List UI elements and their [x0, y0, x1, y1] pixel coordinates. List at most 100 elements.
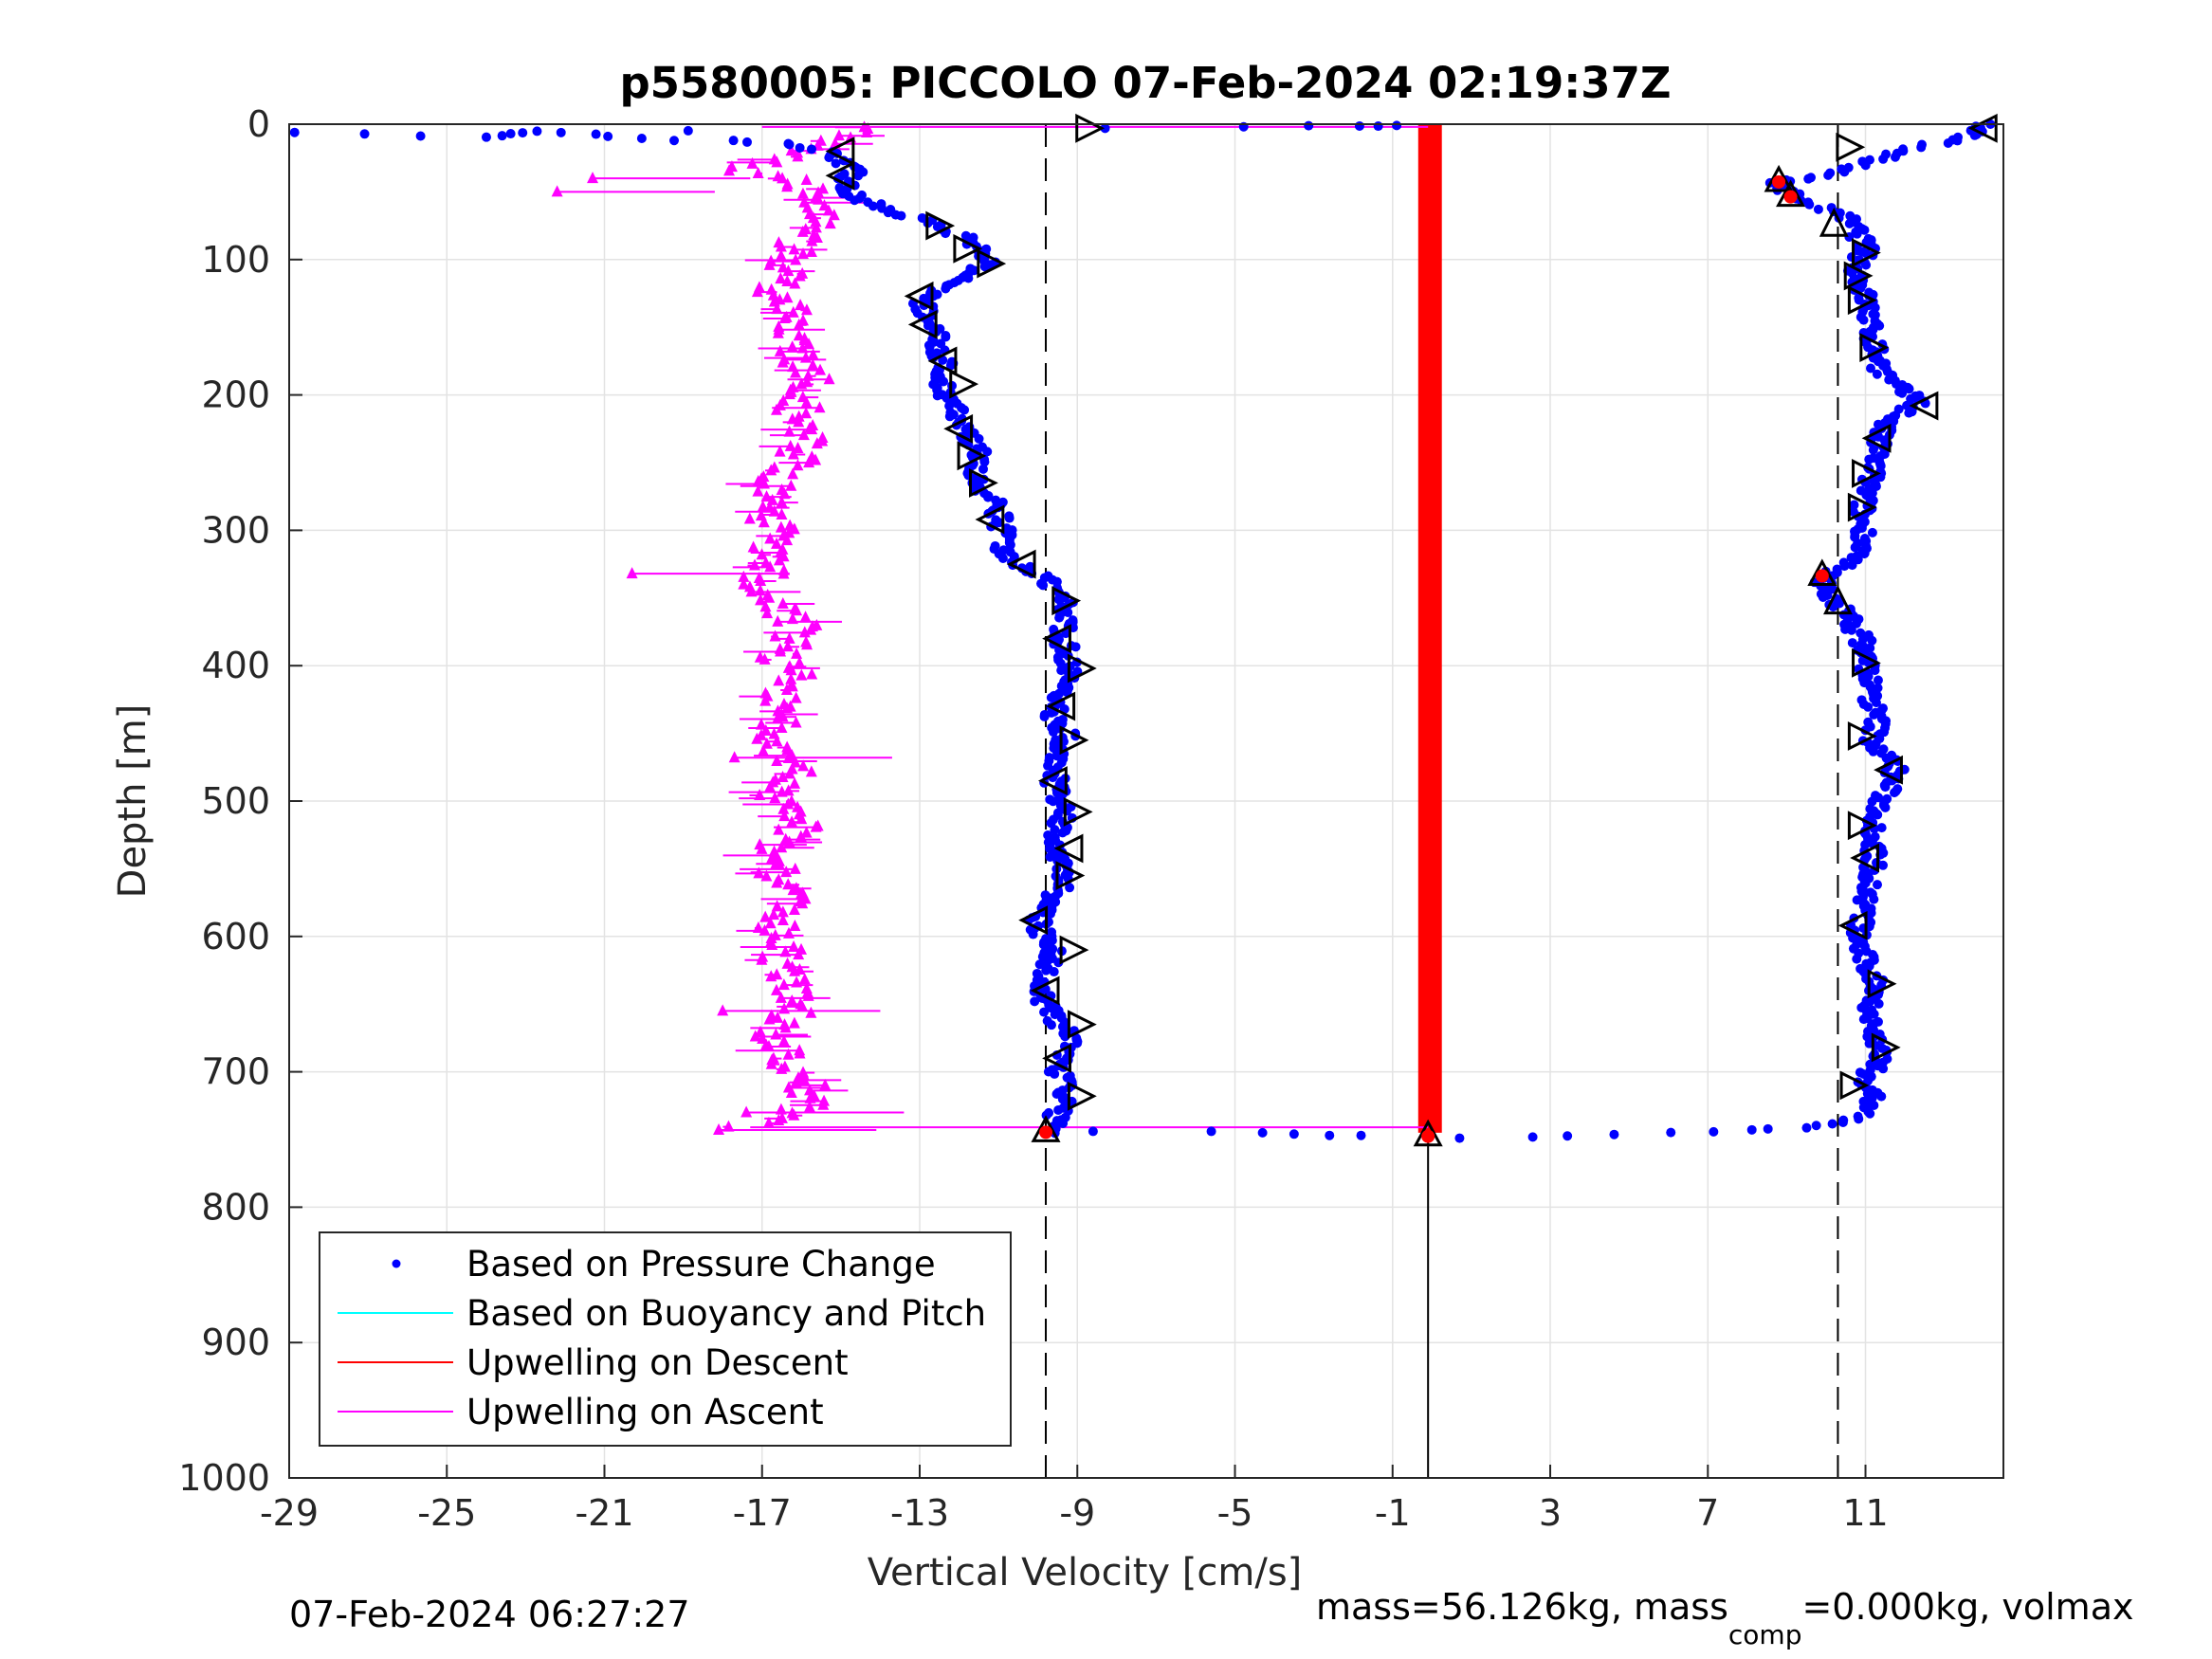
upwelling-ascent-point — [811, 618, 823, 630]
pressure-change-point — [1878, 154, 1889, 164]
upwelling-ascent-point — [777, 394, 790, 407]
upwelling-ascent-point — [755, 718, 767, 730]
upwelling-ascent-point — [738, 577, 750, 590]
left-triangle-marker — [904, 281, 934, 311]
upwelling-ascent-point — [783, 425, 795, 437]
upwelling-ascent-point — [783, 660, 795, 672]
upwelling-ascent-point — [796, 886, 809, 899]
upwelling-ascent-point — [764, 917, 777, 929]
pressure-change-outlier — [1325, 1130, 1335, 1140]
pressure-change-point — [1045, 851, 1055, 862]
upwelling-ascent-point — [786, 762, 798, 775]
pressure-change-point — [1043, 830, 1053, 840]
upwelling-ascent-point — [766, 493, 778, 505]
upwelling-ascent-point — [769, 928, 781, 940]
pressure-change-point — [1873, 880, 1883, 890]
pressure-change-point — [481, 132, 491, 142]
y-tick-label: 800 — [201, 1186, 270, 1228]
x-tick-label: 7 — [1696, 1492, 1719, 1534]
pressure-change-outlier — [1289, 1129, 1299, 1139]
y-tick-label: 300 — [201, 509, 270, 551]
left-triangle-marker — [825, 137, 855, 166]
upwelling-ascent-point — [758, 516, 770, 528]
marker-layer — [825, 113, 1998, 1147]
pressure-change-point — [1709, 1126, 1719, 1137]
left-triangle-marker — [1053, 833, 1084, 864]
upwelling-ascent-point — [788, 1016, 800, 1029]
upwelling-ascent-point — [782, 784, 795, 796]
upwelling-ascent-point — [799, 611, 812, 623]
pressure-change-point — [1868, 445, 1878, 455]
upwelling-ascent-point — [722, 1120, 735, 1132]
pressure-change-point — [978, 442, 988, 452]
upwelling-ascent-point — [788, 243, 800, 255]
pressure-change-point — [1043, 571, 1053, 581]
x-tick-label: -21 — [575, 1492, 633, 1534]
upwelling-ascent-point — [777, 542, 789, 555]
pressure-change-outlier — [1356, 1130, 1366, 1140]
y-tick-label: 500 — [201, 780, 270, 822]
x-tick-label: -29 — [260, 1492, 319, 1534]
upwelling-ascent-point — [791, 647, 803, 659]
upwelling-ascent-point — [814, 134, 827, 146]
pressure-change-point — [1052, 808, 1063, 818]
upwelling-ascent-point — [790, 253, 802, 265]
y-tick-label: 900 — [201, 1322, 270, 1363]
pressure-change-point — [1859, 225, 1870, 235]
upwelling-ascent-point — [777, 978, 790, 991]
pressure-change-point — [1878, 860, 1889, 870]
pressure-change-point — [1865, 1108, 1875, 1119]
upwelling-ascent-point — [777, 697, 790, 709]
upwelling-ascent-point — [779, 945, 792, 957]
upwelling-ascent-point — [806, 234, 818, 246]
upwelling-ascent-point — [754, 650, 766, 663]
upwelling-ascent-point — [759, 910, 772, 922]
upwelling-ascent-point — [767, 1051, 779, 1064]
pressure-change-point — [1869, 894, 1879, 904]
upwelling-ascent-point — [784, 439, 796, 451]
right-triangle-marker — [1055, 861, 1086, 890]
upwelling-ascent-point — [780, 310, 793, 322]
upwelling-ascent-point — [773, 823, 785, 835]
pressure-change-point — [997, 497, 1008, 507]
pressure-change-point — [1869, 709, 1879, 720]
upwelling-ascent-point — [768, 727, 780, 739]
pressure-change-point — [1952, 136, 1963, 146]
upwelling-ascent-point — [816, 431, 829, 444]
pressure-change-point — [1666, 1127, 1676, 1138]
right-triangle-marker — [925, 210, 956, 241]
pressure-change-point — [1943, 137, 1953, 148]
legend-swatch-dot — [392, 1259, 401, 1268]
axes — [288, 123, 2004, 1479]
upwelling-ascent-point — [768, 461, 780, 473]
chart-title: p5580005: PICCOLO 07-Feb-2024 02:19:37Z — [619, 58, 1671, 108]
pressure-change-point — [1873, 675, 1883, 685]
right-triangle-marker — [1847, 492, 1877, 522]
upwelling-ascent-point — [772, 170, 784, 182]
left-triangle-marker — [1042, 1043, 1071, 1073]
pressure-change-point — [1852, 954, 1862, 964]
left-triangle-marker — [975, 504, 1005, 535]
upwelling-ascent-point — [787, 380, 799, 392]
pressure-change-point — [728, 136, 739, 146]
pressure-change-point — [839, 169, 850, 179]
upwelling-ascent-point — [799, 351, 812, 363]
pressure-change-point — [1527, 1132, 1538, 1142]
pressure-change-point — [1065, 1070, 1075, 1081]
pressure-change-point — [1065, 883, 1075, 893]
upwelling-ascent-point — [786, 815, 798, 828]
upwelling-ascent-point — [818, 199, 831, 211]
star-marker-fill — [1039, 1125, 1053, 1139]
pressure-change-point — [1863, 702, 1874, 712]
pressure-change-point — [683, 125, 693, 136]
upwelling-ascent-point — [792, 800, 804, 812]
upwelling-ascent-point — [782, 926, 795, 939]
pressure-change-point — [669, 136, 680, 146]
upwelling-ascent-point — [781, 291, 794, 303]
pressure-change-point — [1030, 996, 1040, 1007]
upwelling-ascent-point — [790, 691, 802, 703]
pressure-change-point — [505, 129, 516, 139]
pressure-change-point — [978, 464, 989, 474]
upwelling-ascent-point — [767, 908, 779, 921]
pressure-change-point — [1904, 384, 1914, 394]
